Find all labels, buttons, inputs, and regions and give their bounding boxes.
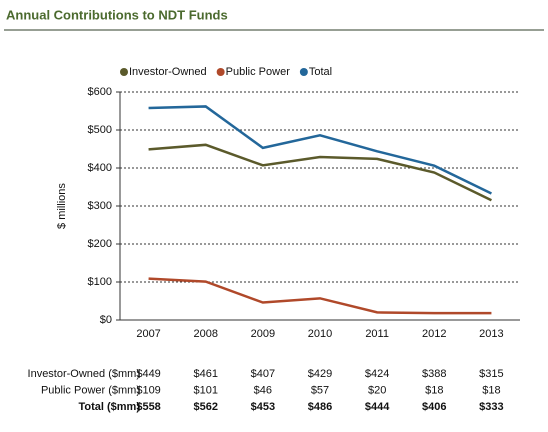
- legend-marker: [120, 68, 128, 76]
- table-cell: $109: [136, 384, 160, 396]
- table-cell: $449: [136, 368, 160, 380]
- table-cell: $429: [308, 368, 332, 380]
- table-cell: $18: [425, 384, 443, 396]
- y-tick-label: $400: [88, 162, 112, 174]
- table-cell: $101: [193, 384, 217, 396]
- table-cell: $486: [308, 401, 332, 413]
- table-cell: $388: [422, 368, 446, 380]
- chart-title: Annual Contributions to NDT Funds: [6, 7, 228, 22]
- table-row-label: Total ($mm): [78, 401, 140, 413]
- y-tick-label: $500: [88, 124, 112, 136]
- x-tick-label: 2013: [479, 328, 503, 340]
- legend-marker: [216, 68, 225, 76]
- table-cell: $424: [365, 368, 389, 380]
- legend-label: Investor-Owned: [129, 66, 207, 78]
- table-cell: $461: [193, 368, 217, 380]
- table-cell: $562: [193, 401, 217, 413]
- y-tick-label: $0: [100, 314, 112, 326]
- y-axis-label: $ millions: [56, 183, 68, 229]
- y-tick-label: $600: [88, 86, 112, 98]
- table-cell: $46: [254, 384, 272, 396]
- table-cell: $407: [251, 368, 275, 380]
- table-cell: $333: [479, 401, 503, 413]
- table-cell: $453: [251, 401, 275, 413]
- table-cell: $57: [311, 384, 329, 396]
- legend-label: Total: [309, 66, 332, 78]
- table-cell: $20: [368, 384, 386, 396]
- y-tick-label: $300: [88, 200, 112, 212]
- x-tick-label: 2007: [136, 328, 160, 340]
- x-tick-label: 2009: [251, 328, 275, 340]
- table-cell: $558: [136, 401, 160, 413]
- x-tick-label: 2011: [365, 328, 389, 340]
- table-cell: $18: [482, 384, 500, 396]
- series-line: [148, 143, 492, 202]
- x-tick-label: 2008: [193, 328, 217, 340]
- x-tick-label: 2010: [308, 328, 332, 340]
- table-row-label: Investor-Owned ($mm): [28, 368, 140, 380]
- series-line: [148, 277, 492, 315]
- table-cell: $315: [479, 368, 503, 380]
- y-tick-label: $100: [88, 276, 112, 288]
- table-cell: $444: [365, 401, 390, 413]
- table-cell: $406: [422, 401, 446, 413]
- legend-marker: [299, 68, 308, 76]
- y-tick-label: $200: [88, 238, 112, 250]
- table-row-label: Public Power ($mm): [41, 384, 140, 396]
- legend-label: Public Power: [226, 66, 291, 78]
- x-tick-label: 2012: [422, 328, 446, 340]
- series-line: [148, 105, 492, 195]
